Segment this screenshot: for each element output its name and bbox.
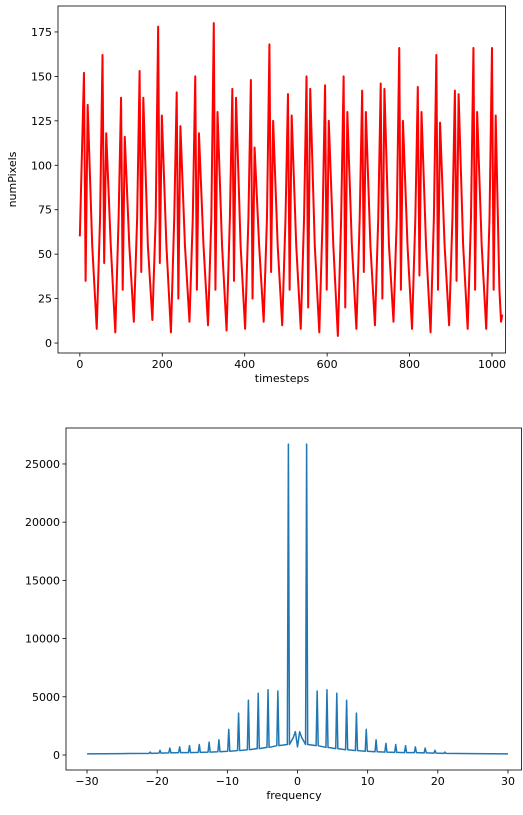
x-tick-label: 0 bbox=[76, 358, 83, 371]
x-axis-label: timesteps bbox=[255, 372, 310, 385]
y-tick-label: 0 bbox=[45, 337, 52, 350]
axes-frame bbox=[65, 427, 522, 771]
x-tick-label: 800 bbox=[399, 358, 420, 371]
y-tick-label: 50 bbox=[38, 248, 52, 261]
y-axis-label: numPixels bbox=[6, 151, 19, 207]
y-tick-label: 10000 bbox=[25, 633, 60, 646]
y-tick-label: 175 bbox=[31, 26, 52, 39]
x-tick-label: 200 bbox=[152, 358, 173, 371]
y-tick-label: 25000 bbox=[25, 458, 60, 471]
y-tick-label: 25 bbox=[38, 293, 52, 306]
y-tick-label: 0 bbox=[53, 749, 60, 762]
chart: 0 200 400 600 800 1000 0 25 50 75 100 125 150 175 time… bbox=[6, 5, 506, 385]
x-tick-label: 0 bbox=[294, 775, 301, 788]
x-tick-label: 20 bbox=[431, 775, 445, 788]
y-tick-label: 150 bbox=[31, 70, 52, 83]
y-tick-label: 20000 bbox=[25, 516, 60, 529]
axes-frame bbox=[57, 5, 506, 354]
plot bbox=[87, 443, 508, 755]
x-tick-label: 1000 bbox=[478, 358, 506, 371]
x-tick-label: 600 bbox=[317, 358, 338, 371]
line-series bbox=[87, 443, 508, 755]
y-tick-label: 5000 bbox=[32, 691, 60, 704]
chart: −30 −20 −10 0 10 20 30 0 5000 10000 15000 20000 2500… bbox=[25, 427, 522, 802]
line-series bbox=[78, 22, 504, 337]
plot bbox=[78, 22, 504, 337]
x-tick-label: 30 bbox=[501, 775, 515, 788]
x-tick-label: −10 bbox=[216, 775, 239, 788]
x-tick-label: −30 bbox=[75, 775, 98, 788]
y-tick-label: 125 bbox=[31, 115, 52, 128]
x-axis-label: frequency bbox=[266, 789, 322, 802]
x-tick-label: −20 bbox=[146, 775, 169, 788]
x-tick-label: 10 bbox=[361, 775, 375, 788]
y-tick-label: 100 bbox=[31, 159, 52, 172]
y-tick-label: 15000 bbox=[25, 574, 60, 587]
y-tick-label: 75 bbox=[38, 204, 52, 217]
x-tick-label: 400 bbox=[234, 358, 255, 371]
